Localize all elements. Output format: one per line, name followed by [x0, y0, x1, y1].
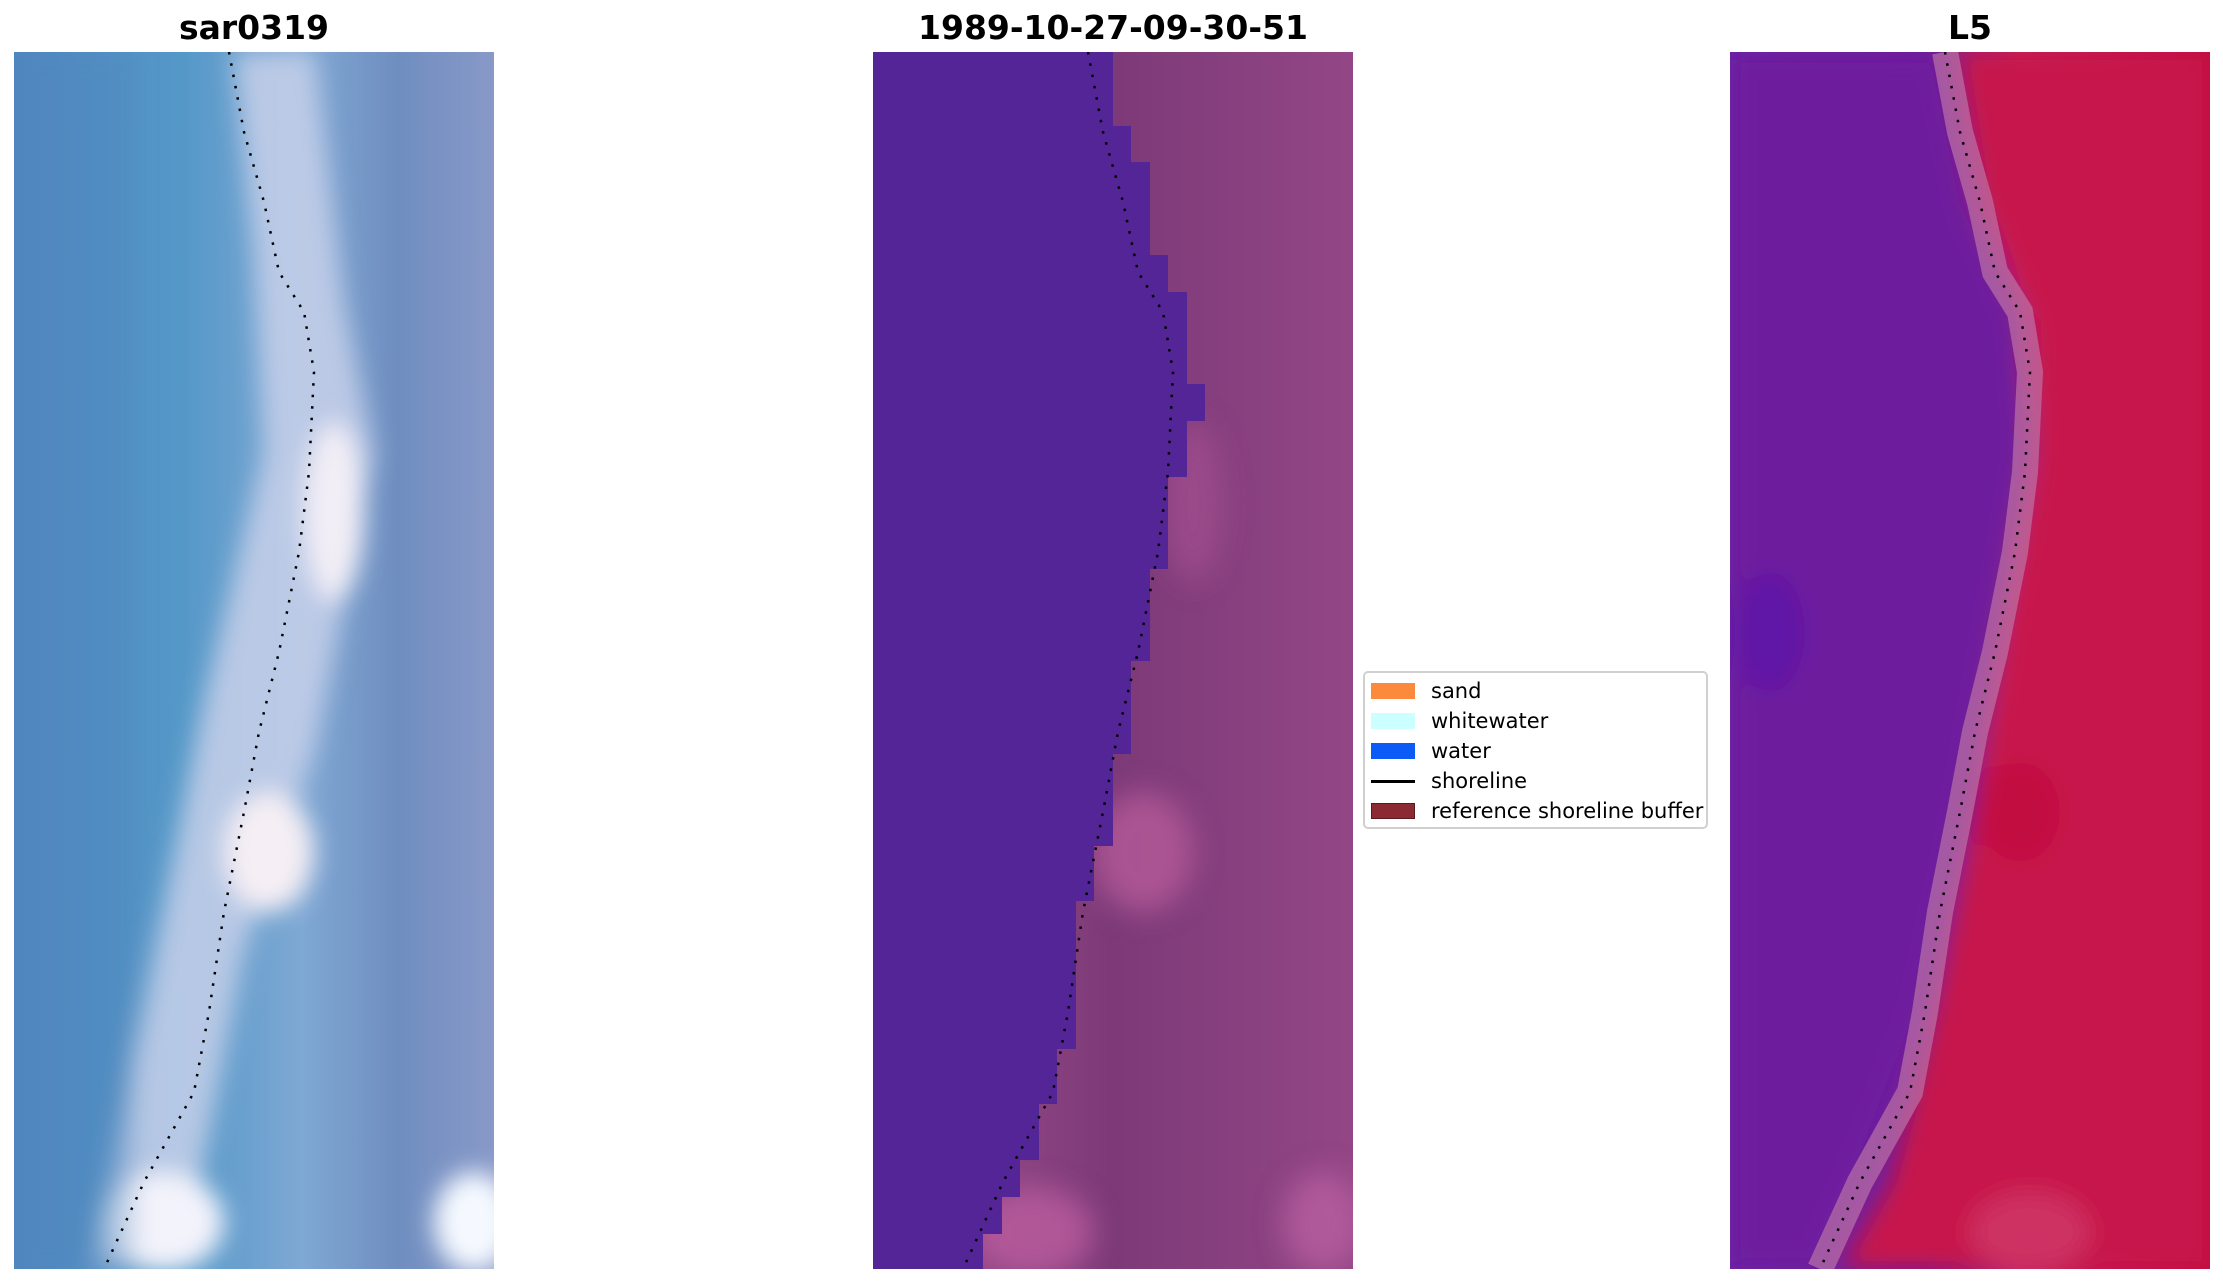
- legend-label: sand: [1431, 679, 1482, 703]
- panel-title-classified: 1989-10-27-09-30-51: [918, 8, 1308, 47]
- reference-buffer-swatch: [1371, 803, 1415, 819]
- legend-item-shoreline: shoreline: [1371, 766, 1527, 796]
- legend-item-sand: sand: [1371, 676, 1481, 706]
- shoreline: [1818, 52, 2032, 1269]
- legend-label: whitewater: [1431, 709, 1549, 733]
- panel-title-mndwi: L5: [1948, 8, 1992, 47]
- water-swatch: [1371, 743, 1415, 759]
- legend-item-reference-buffer: reference shoreline buffer: [1371, 796, 1703, 826]
- shoreline: [102, 52, 316, 1269]
- classified-image-panel: [873, 52, 1353, 1269]
- sand-swatch: [1371, 683, 1415, 699]
- legend-item-whitewater: whitewater: [1371, 706, 1548, 736]
- classified-image: [873, 52, 1353, 1269]
- index-image: [1730, 52, 2210, 1269]
- legend: sand whitewater water shoreline referenc…: [1363, 671, 1708, 829]
- legend-label: reference shoreline buffer: [1431, 799, 1704, 823]
- rgb-image: [14, 52, 494, 1269]
- whitewater-swatch: [1371, 713, 1415, 729]
- shoreline-swatch: [1371, 779, 1415, 783]
- panel-title-rgb: sar0319: [178, 8, 330, 47]
- index-image-panel: [1730, 52, 2210, 1269]
- water-class: [873, 52, 1205, 1269]
- legend-label: shoreline: [1431, 769, 1528, 793]
- legend-item-water: water: [1371, 736, 1491, 766]
- shoreline: [961, 52, 1175, 1269]
- legend-label: water: [1431, 739, 1491, 763]
- rgb-image-panel: [14, 52, 494, 1269]
